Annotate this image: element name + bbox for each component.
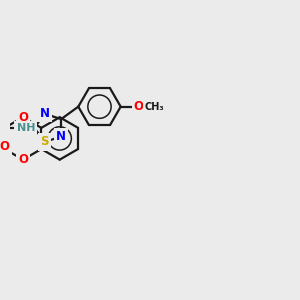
- Text: O: O: [18, 111, 28, 124]
- Text: N: N: [40, 107, 50, 120]
- Text: NH: NH: [16, 123, 35, 133]
- Text: O: O: [18, 153, 28, 166]
- Text: O: O: [0, 140, 10, 153]
- Text: S: S: [40, 136, 49, 148]
- Text: N: N: [56, 130, 66, 143]
- Text: O: O: [134, 100, 144, 113]
- Text: CH₃: CH₃: [145, 102, 164, 112]
